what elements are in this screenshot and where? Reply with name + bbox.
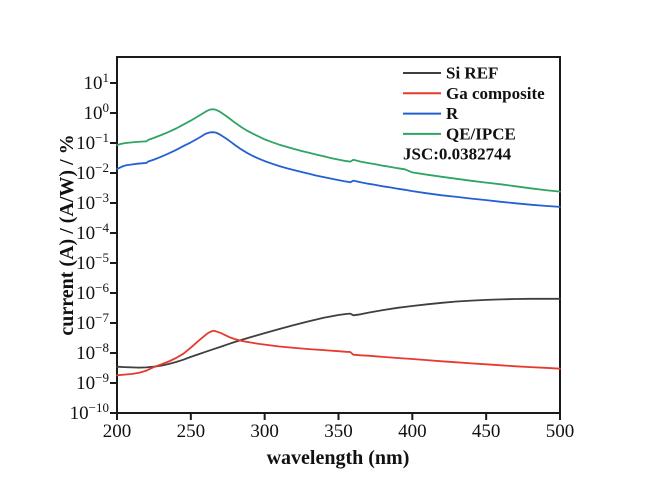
y-tick-mantissa: 10 bbox=[76, 223, 95, 244]
y-tick-exponent: −2 bbox=[95, 160, 109, 175]
y-tick-label: 10−3 bbox=[76, 190, 109, 214]
y-tick-exponent: −8 bbox=[95, 340, 109, 355]
y-tick-exponent: −5 bbox=[95, 250, 109, 265]
legend-label: R bbox=[446, 104, 459, 123]
y-axis-ticks: 10110010−110−210−310−410−510−610−710−810… bbox=[70, 70, 117, 424]
y-tick-label: 10−8 bbox=[76, 340, 109, 364]
y-tick-label: 10−10 bbox=[70, 400, 109, 424]
y-tick-mantissa: 10 bbox=[76, 253, 95, 274]
y-tick-label: 10−1 bbox=[76, 130, 109, 154]
y-tick-mantissa: 10 bbox=[84, 73, 103, 94]
y-tick-exponent: −3 bbox=[95, 190, 109, 205]
x-tick-label: 300 bbox=[250, 421, 279, 442]
y-tick-mantissa: 10 bbox=[84, 103, 103, 124]
annotation-jsc: JSC:0.0382744 bbox=[403, 145, 512, 164]
legend-label: Ga composite bbox=[446, 84, 545, 103]
y-axis-title: current (A) / (A/W) / % bbox=[56, 134, 78, 335]
y-tick-exponent: −1 bbox=[95, 130, 109, 145]
y-tick-mantissa: 10 bbox=[76, 373, 95, 394]
y-tick-label: 10−6 bbox=[76, 280, 109, 304]
x-axis-ticks: 200 250 300 350 400 450 500 bbox=[103, 413, 575, 442]
x-axis-title: wavelength (nm) bbox=[267, 447, 410, 469]
y-tick-label: 10−4 bbox=[76, 220, 109, 244]
y-tick-exponent: −7 bbox=[95, 310, 109, 325]
legend-label: Si REF bbox=[446, 64, 498, 83]
data-curves bbox=[116, 108, 561, 377]
y-tick-exponent: −6 bbox=[95, 280, 109, 295]
x-tick-label: 350 bbox=[324, 421, 353, 442]
x-tick-label: 250 bbox=[177, 421, 206, 442]
y-tick-label: 101 bbox=[84, 70, 110, 94]
y-tick-label: 10−9 bbox=[76, 370, 109, 394]
y-tick-mantissa: 10 bbox=[76, 193, 95, 214]
x-tick-label: 200 bbox=[103, 421, 132, 442]
y-tick-label: 100 bbox=[84, 100, 110, 124]
y-tick-exponent: −9 bbox=[95, 370, 109, 385]
y-tick-mantissa: 10 bbox=[76, 313, 95, 334]
y-tick-label: 10−5 bbox=[76, 250, 109, 274]
y-tick-exponent: 1 bbox=[103, 70, 110, 85]
x-tick-label: 500 bbox=[546, 421, 575, 442]
series-line-si-ref bbox=[116, 297, 561, 369]
y-tick-mantissa: 10 bbox=[76, 343, 95, 364]
y-tick-mantissa: 10 bbox=[76, 133, 95, 154]
legend-label: QE/IPCE bbox=[446, 124, 516, 143]
series-line-qe-ipce bbox=[116, 108, 561, 193]
y-tick-mantissa: 10 bbox=[70, 403, 89, 424]
series-line-ga-composite bbox=[116, 329, 561, 377]
y-tick-mantissa: 10 bbox=[76, 163, 95, 184]
y-tick-label: 10−2 bbox=[76, 160, 109, 184]
x-tick-label: 400 bbox=[398, 421, 427, 442]
y-tick-label: 10−7 bbox=[76, 310, 109, 334]
y-tick-mantissa: 10 bbox=[76, 283, 95, 304]
y-tick-exponent: −10 bbox=[89, 400, 109, 415]
series-line-r bbox=[116, 131, 561, 208]
y-tick-exponent: −4 bbox=[95, 220, 109, 235]
x-tick-label: 450 bbox=[472, 421, 501, 442]
y-tick-exponent: 0 bbox=[103, 100, 110, 115]
